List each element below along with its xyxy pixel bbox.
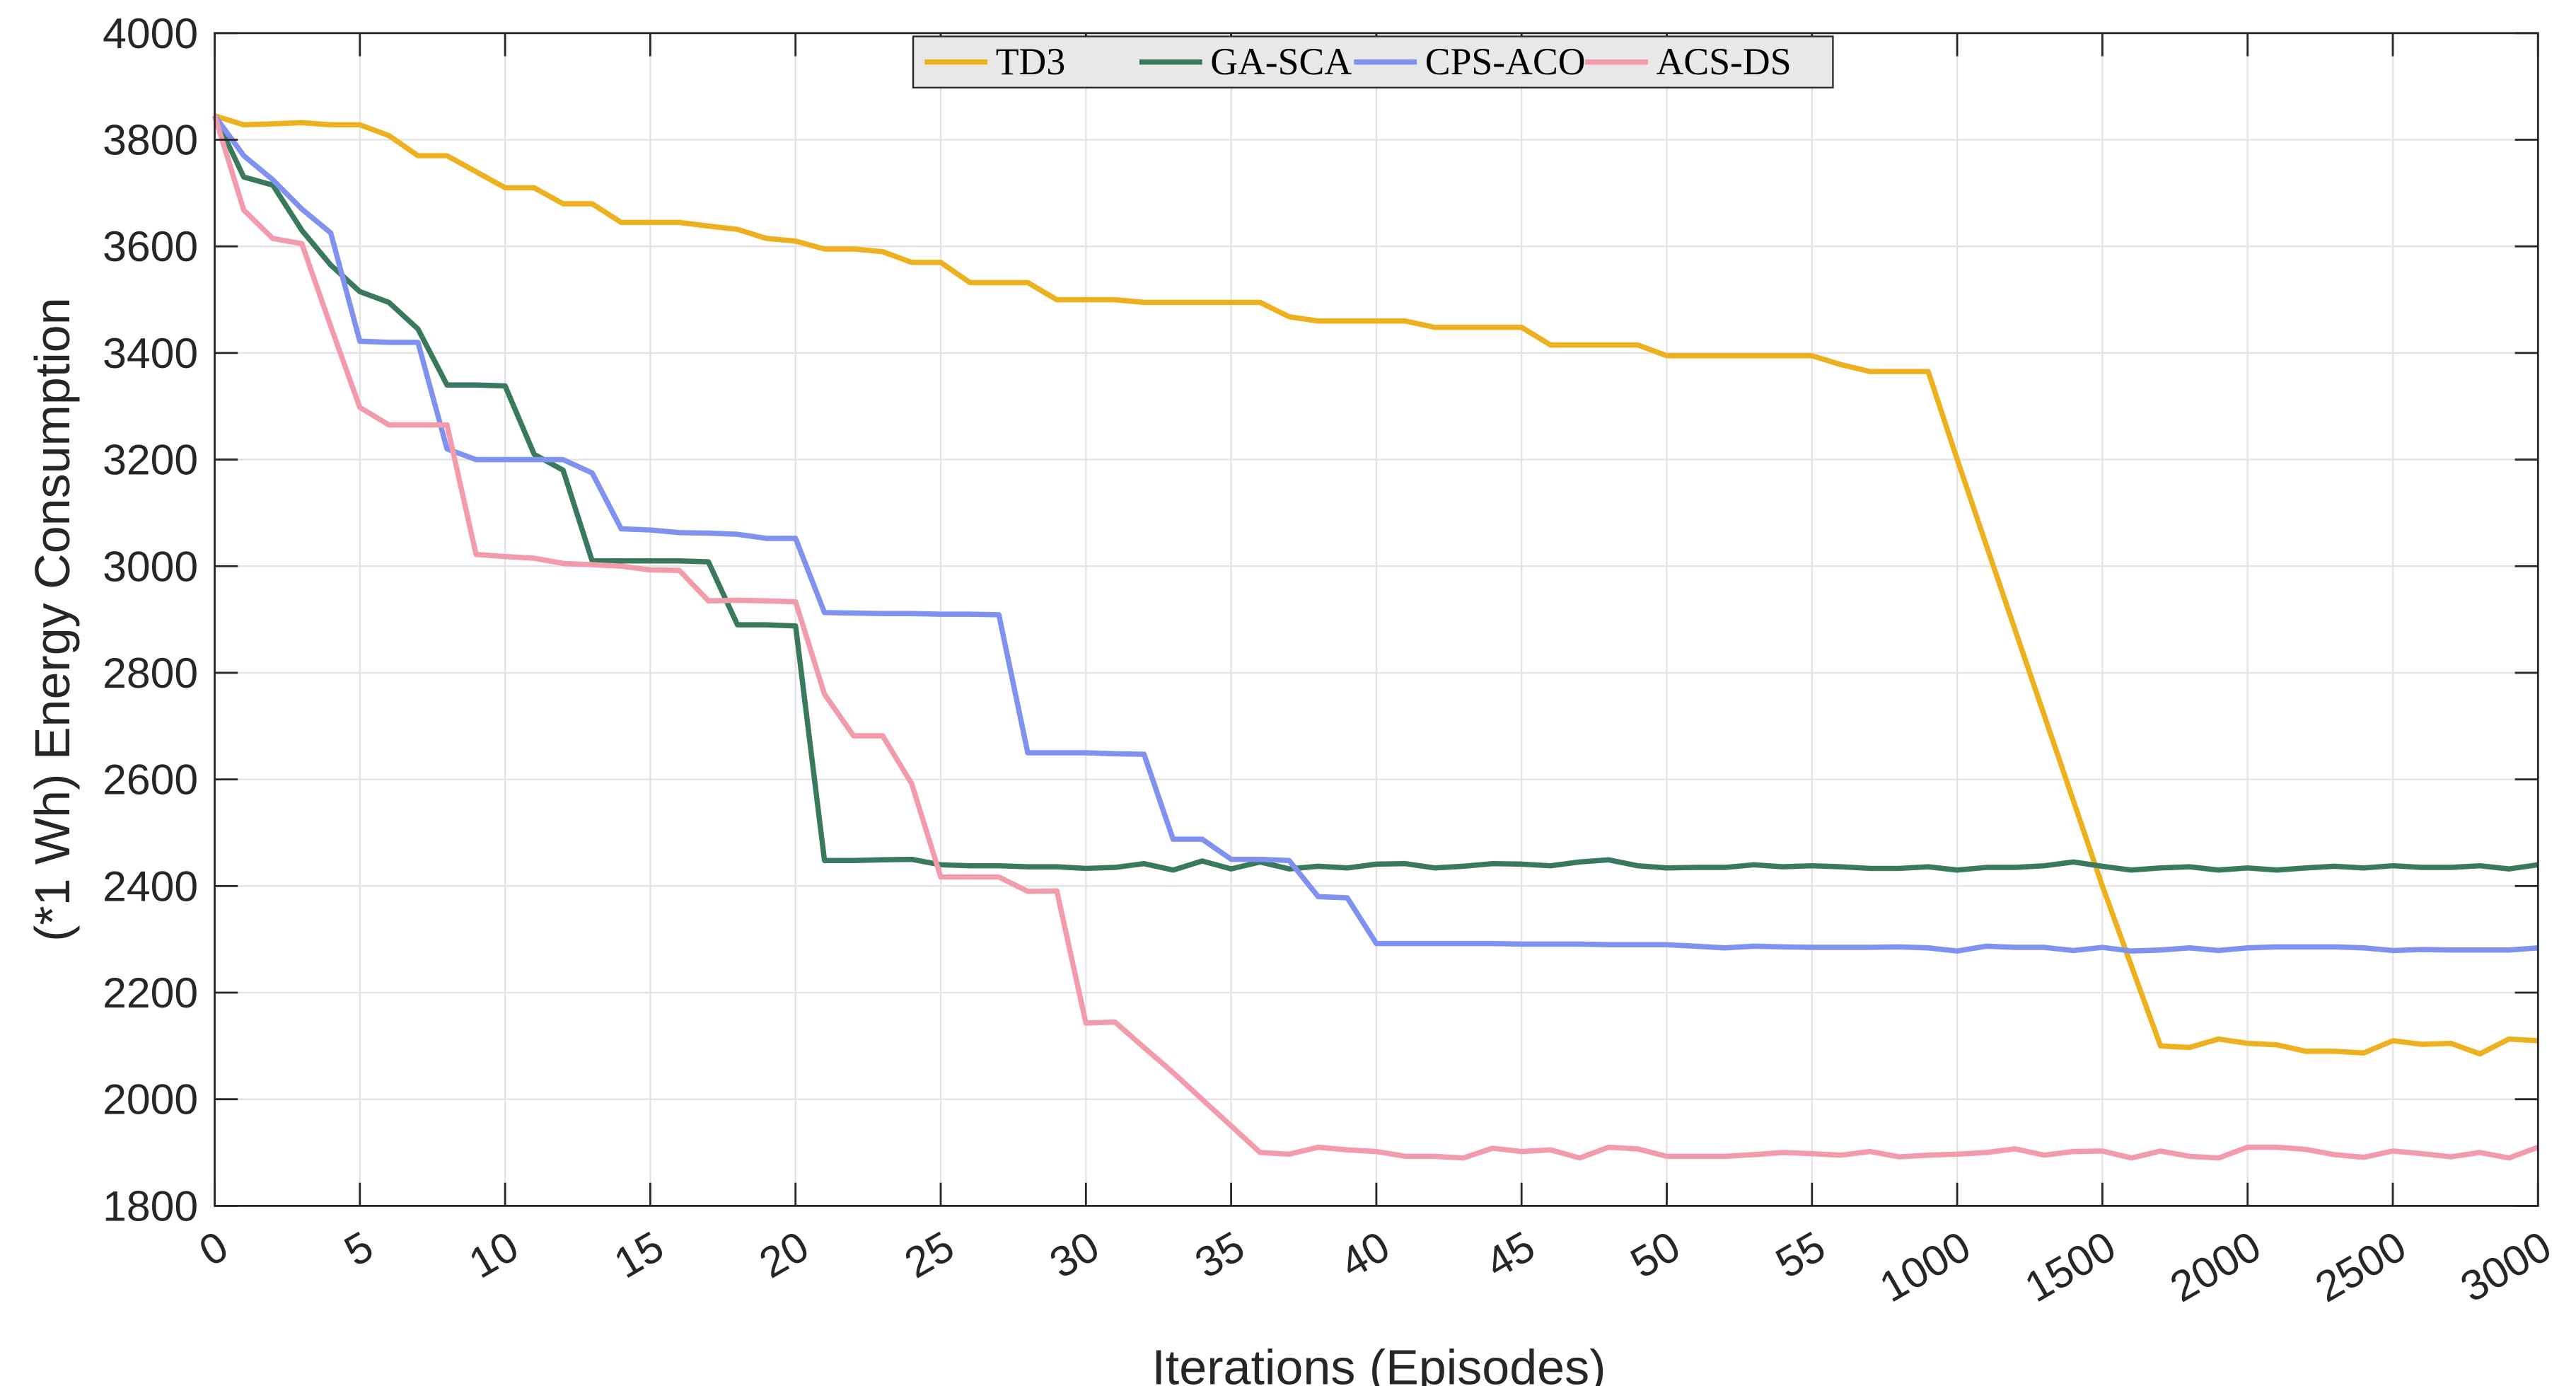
y-tick-label: 3000 [103,542,198,590]
x-tick-label: 25 [896,1222,961,1288]
x-tick-label: 1500 [2017,1222,2123,1311]
legend-entry: ACS-DS [1657,40,1792,83]
axis-ticks: 1800 2000 2200 2400 2600 2800 3000 3200 3400 3600… [103,9,2559,1311]
y-tick-label: 2800 [103,649,198,697]
x-tick-label: 2000 [2162,1222,2269,1311]
y-tick-label: 3200 [103,436,198,484]
x-tick-label: 50 [1623,1222,1688,1288]
x-tick-label: 5 [336,1222,381,1276]
y-tick-label: 2000 [103,1075,198,1124]
x-tick-label: 10 [460,1222,526,1288]
legend-entry: TD3 [996,40,1065,83]
x-axis-label: Iterations (Episodes) [1151,1340,1606,1386]
y-tick-label: 3400 [103,329,198,377]
x-tick-label: 3000 [2452,1222,2559,1311]
grid [214,32,2539,1207]
y-tick-label: 2400 [103,862,198,910]
series-line-td3 [214,112,2539,1057]
legend-entry: CPS-ACO [1425,40,1586,83]
legend-entry: GA-SCA [1210,40,1352,83]
series-line-cps-aco [212,114,2539,954]
x-tick-label: 45 [1478,1222,1543,1288]
x-tick-label: 1000 [1872,1222,1978,1311]
legend: TD3 GA-SCA CPS-ACO ACS-DS [912,35,1834,89]
x-tick-label: 20 [751,1222,816,1288]
y-tick-label: 4000 [103,9,198,57]
x-tick-label: 35 [1187,1222,1252,1288]
y-tick-label: 3600 [103,222,198,270]
x-tick-label: 2500 [2307,1222,2414,1311]
y-tick-label: 1800 [103,1182,198,1230]
y-tick-label: 2200 [103,969,198,1017]
series-lines [211,112,2539,1161]
y-axis-label: (*1 Wh) Energy Consumption [25,297,80,942]
x-tick-label: 55 [1768,1222,1833,1288]
series-line-ga-sca [212,114,2539,873]
y-tick-label: 2600 [103,756,198,804]
y-tick-label: 3800 [103,116,198,164]
x-tick-label: 0 [191,1222,236,1276]
x-tick-label: 30 [1042,1222,1107,1288]
x-tick-label: 40 [1332,1222,1397,1288]
x-tick-label: 15 [606,1222,671,1288]
series-line-acs-ds [211,115,2539,1161]
